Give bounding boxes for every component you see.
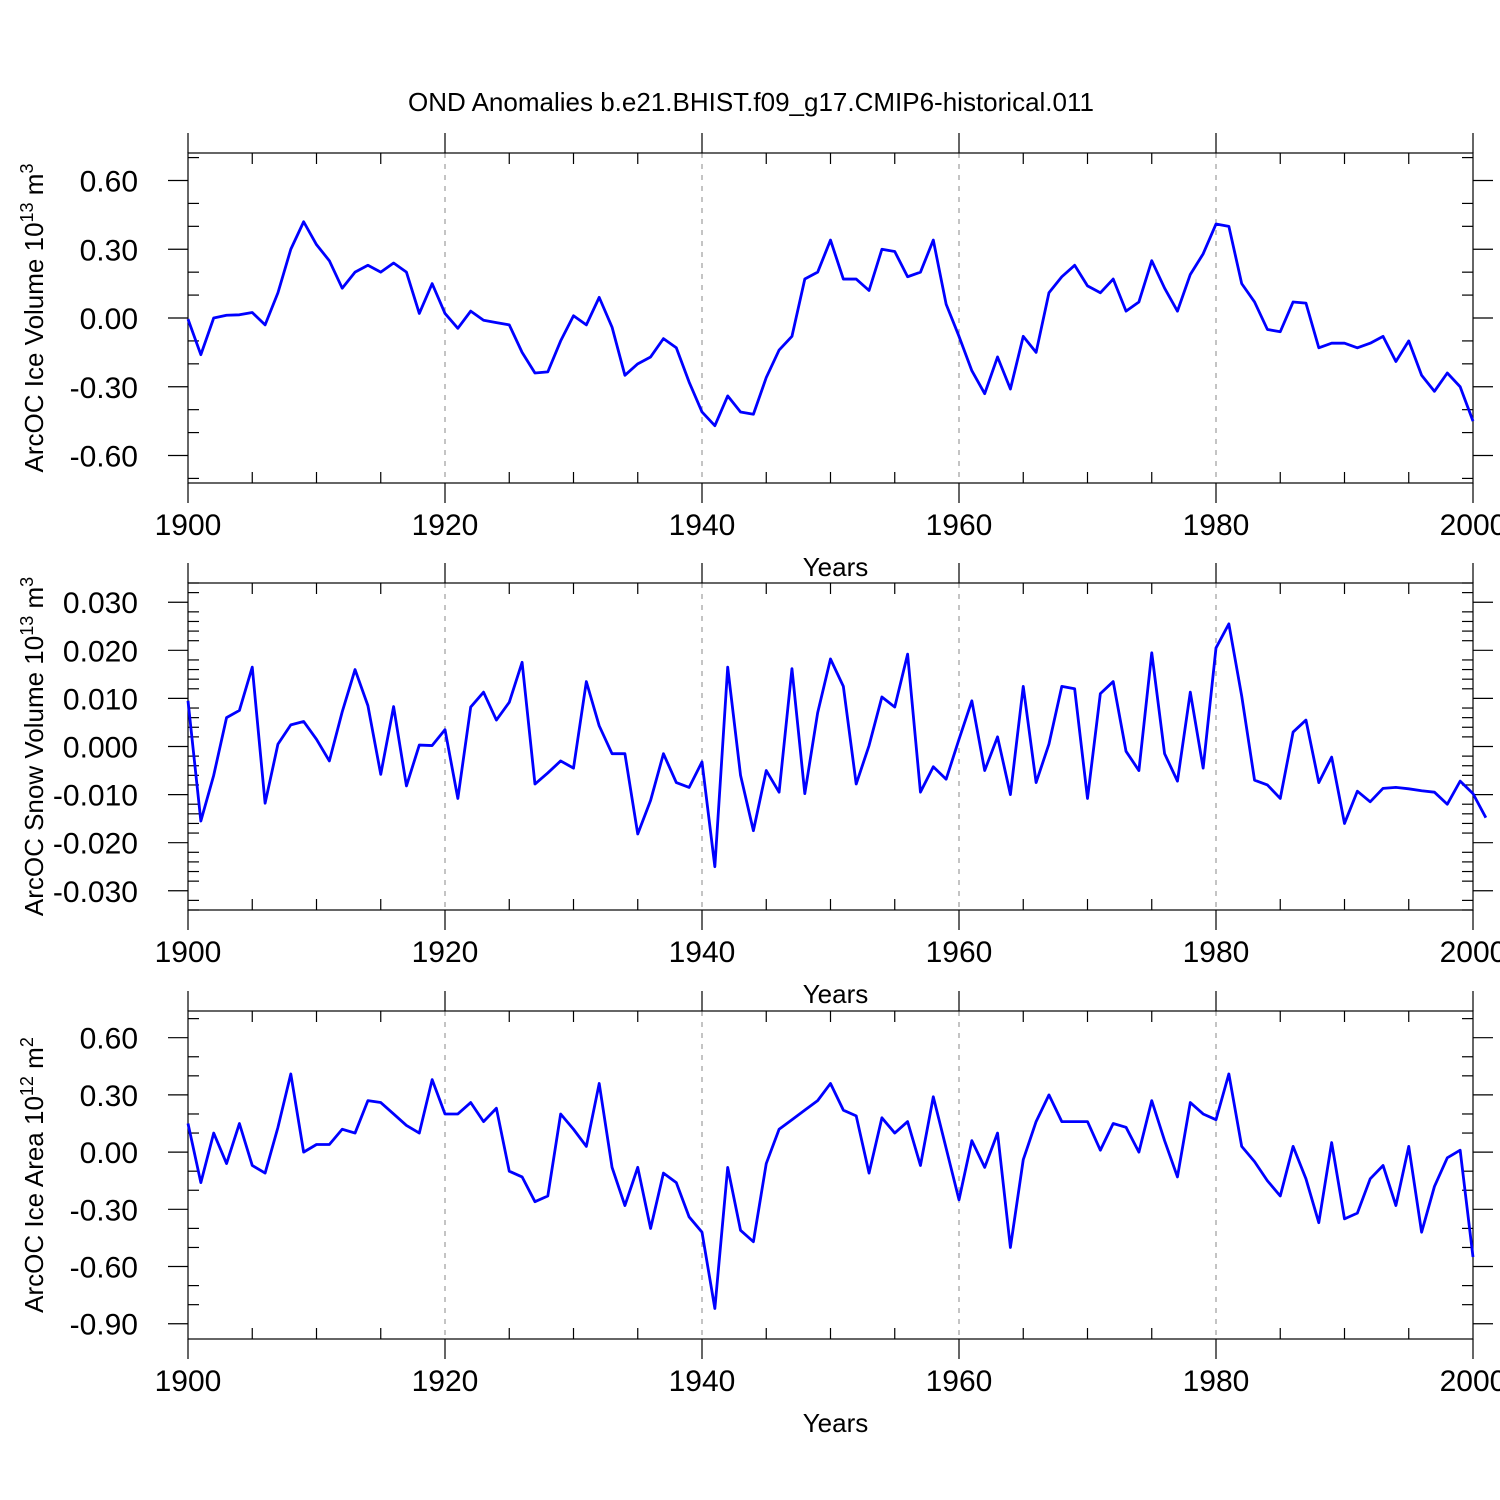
y-tick-label: -0.010 (53, 780, 138, 813)
chart-panel-2: -0.030 -0.020 -0.010 0.000 0.010 0.020 0.030 19… (17, 563, 1500, 1009)
series-line (186, 1072, 1475, 1310)
figure-title: OND Anomalies b.e21.BHIST.f09_g17.CMIP6-… (408, 87, 1094, 117)
y-tick-label: 0.60 (80, 166, 138, 199)
y-tick-label: -0.030 (53, 876, 138, 909)
y-tick-label: 0.030 (63, 587, 138, 620)
series-line (186, 622, 1488, 869)
x-axis-title: Years (803, 1408, 869, 1438)
x-tick-label: 1940 (669, 509, 736, 542)
x-tick-label: 1940 (669, 1365, 736, 1398)
y-tick-label: -0.30 (70, 372, 138, 405)
x-tick-label: 2000 (1440, 509, 1500, 542)
y-tick-label: 0.020 (63, 635, 138, 668)
y-tick-label: 0.60 (80, 1023, 138, 1056)
x-axis-title: Years (803, 979, 869, 1009)
x-tick-label: 2000 (1440, 936, 1500, 969)
plot-frame (187, 152, 1474, 484)
x-tick-label: 1920 (412, 509, 479, 542)
x-tick-label: 1960 (926, 1365, 993, 1398)
x-tick-label: 1900 (155, 936, 222, 969)
y-tick-label: 0.00 (80, 1137, 138, 1170)
x-tick-label: 2000 (1440, 1365, 1500, 1398)
y-tick-label: -0.60 (70, 441, 138, 474)
y-tick-label: -0.90 (70, 1309, 138, 1342)
y-tick-label: 0.30 (80, 234, 138, 267)
y-axis-title: ArcOC Ice Area 1012 m2 (17, 1037, 49, 1313)
x-tick-label: 1940 (669, 936, 736, 969)
chart-panel-1: -0.60 -0.30 0.00 0.30 0.60 1900 1920 1940 1960 19… (17, 133, 1500, 582)
x-axis-title: Years (803, 552, 869, 582)
x-tick-label: 1980 (1183, 936, 1250, 969)
series-line (186, 220, 1475, 428)
chart-panel-3: -0.90 -0.60 -0.30 0.00 0.30 0.60 1900 1920 1940 1… (17, 991, 1500, 1438)
x-tick-label: 1980 (1183, 1365, 1250, 1398)
x-tick-label: 1900 (155, 509, 222, 542)
y-tick-label: -0.60 (70, 1252, 138, 1285)
x-tick-label: 1960 (926, 936, 993, 969)
x-tick-label: 1920 (412, 1365, 479, 1398)
y-axis-title: ArcOC Snow Volume 1013 m3 (17, 577, 49, 916)
y-axis-title: ArcOC Ice Volume 1013 m3 (17, 164, 49, 473)
x-tick-label: 1920 (412, 936, 479, 969)
y-tick-label: -0.020 (53, 828, 138, 861)
x-tick-label: 1900 (155, 1365, 222, 1398)
plot-frame (187, 582, 1474, 911)
panels: -0.60 -0.30 0.00 0.30 0.60 1900 1920 1940 1960 19… (17, 133, 1500, 1438)
plot-frame (187, 1010, 1474, 1340)
x-tick-label: 1980 (1183, 509, 1250, 542)
y-tick-label: -0.30 (70, 1194, 138, 1227)
y-tick-label: 0.000 (63, 732, 138, 765)
y-tick-label: 0.00 (80, 303, 138, 336)
y-tick-label: 0.010 (63, 683, 138, 716)
x-tick-label: 1960 (926, 509, 993, 542)
y-tick-label: 0.30 (80, 1080, 138, 1113)
